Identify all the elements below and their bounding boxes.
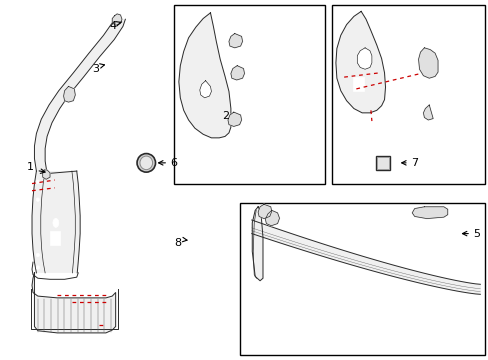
Ellipse shape — [140, 156, 152, 170]
Text: 8: 8 — [173, 238, 181, 248]
Polygon shape — [423, 105, 432, 120]
Bar — [174, 5, 324, 184]
Polygon shape — [265, 210, 279, 226]
Polygon shape — [252, 207, 263, 281]
Polygon shape — [228, 33, 242, 48]
Polygon shape — [200, 81, 211, 98]
Bar — [376, 157, 388, 169]
Ellipse shape — [36, 253, 40, 257]
Polygon shape — [32, 273, 116, 333]
Polygon shape — [335, 12, 385, 113]
Bar — [331, 5, 484, 184]
Text: 4: 4 — [109, 21, 117, 31]
Bar — [353, 77, 364, 91]
Text: 1: 1 — [27, 162, 34, 172]
Polygon shape — [42, 170, 50, 179]
Polygon shape — [112, 14, 122, 25]
Polygon shape — [227, 112, 241, 126]
Ellipse shape — [36, 198, 40, 202]
Bar — [375, 156, 389, 170]
Ellipse shape — [36, 180, 40, 184]
Polygon shape — [32, 171, 80, 273]
Bar — [50, 231, 60, 245]
Polygon shape — [357, 48, 371, 69]
Ellipse shape — [53, 219, 59, 227]
Ellipse shape — [137, 154, 155, 172]
Bar — [239, 203, 484, 355]
Polygon shape — [230, 66, 244, 80]
Polygon shape — [258, 204, 271, 219]
Polygon shape — [251, 220, 479, 294]
Polygon shape — [418, 48, 437, 78]
Polygon shape — [34, 17, 125, 174]
Polygon shape — [179, 13, 230, 138]
Text: 7: 7 — [410, 158, 417, 168]
Text: 2: 2 — [222, 111, 229, 121]
Text: 6: 6 — [170, 158, 177, 168]
Text: 3: 3 — [92, 64, 99, 73]
Polygon shape — [411, 207, 447, 219]
Polygon shape — [63, 86, 75, 102]
Ellipse shape — [36, 266, 40, 269]
Text: 5: 5 — [472, 229, 479, 239]
